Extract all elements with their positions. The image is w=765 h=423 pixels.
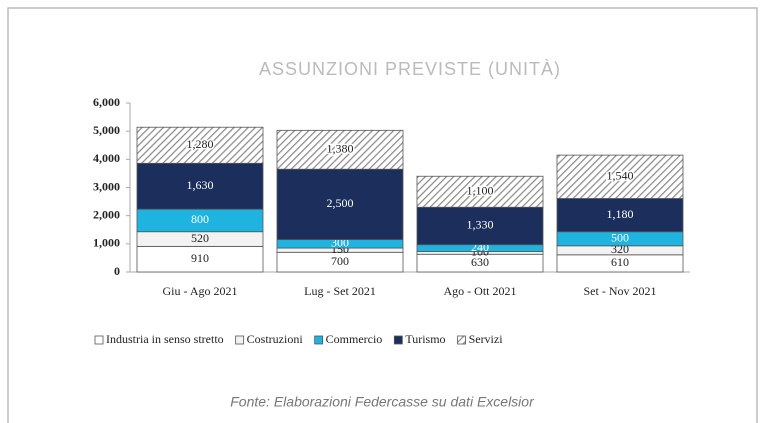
y-tick-label: 3,000 [93,179,120,193]
legend-label: Industria in senso stretto [106,332,224,346]
data-label: 1,330 [467,218,494,232]
bar-segment [416,175,544,208]
bar-segment [136,162,264,210]
y-tick-label: 6,000 [93,95,120,109]
legend-swatch [393,335,403,345]
x-tick-label: Giu - Ago 2021 [163,284,238,298]
data-label: 500 [611,231,629,245]
frame [7,7,758,423]
data-label: 1,100 [467,183,494,197]
chart-title: ASSUNZIONI PREVISTE (UNITÀ) [259,59,561,79]
data-label: 1,540 [607,169,634,183]
x-tick-label: Ago - Ott 2021 [444,284,517,298]
legend-label: Costruzioni [247,332,304,346]
bar-segment [556,154,684,199]
data-label: 800 [191,212,209,226]
data-label: 1,180 [607,207,634,221]
data-label: 1,280 [187,137,214,151]
bar-segment [556,198,684,233]
bar-segment [276,129,404,170]
data-label: 1,380 [327,142,354,156]
x-tick-label: Lug - Set 2021 [304,284,376,298]
y-tick-label: 2,000 [93,207,120,221]
bar-segment [136,126,264,164]
y-tick-label: 4,000 [93,151,120,165]
y-tick-label: 0 [114,264,120,278]
x-tick-label: Set - Nov 2021 [584,284,657,298]
data-label: 700 [331,254,349,268]
data-label: 2,500 [327,196,354,210]
legend-label: Commercio [326,332,383,346]
legend-label: Turismo [405,332,445,346]
legend-swatch [94,335,104,345]
bar-segment [276,168,404,241]
y-tick-label: 1,000 [93,236,120,250]
data-label: 1,630 [187,178,214,192]
data-label: 630 [471,255,489,269]
data-label: 520 [191,231,209,245]
legend-label: Servizi [469,332,504,346]
bar-segment [416,206,544,246]
legend-swatch [314,335,324,345]
y-tick-label: 5,000 [93,123,120,137]
source-note: Fonte: Elaborazioni Federcasse su dati E… [230,394,535,410]
legend-swatch [235,335,245,345]
data-label: 610 [611,255,629,269]
legend-swatch [457,335,466,345]
data-label: 910 [191,251,209,265]
